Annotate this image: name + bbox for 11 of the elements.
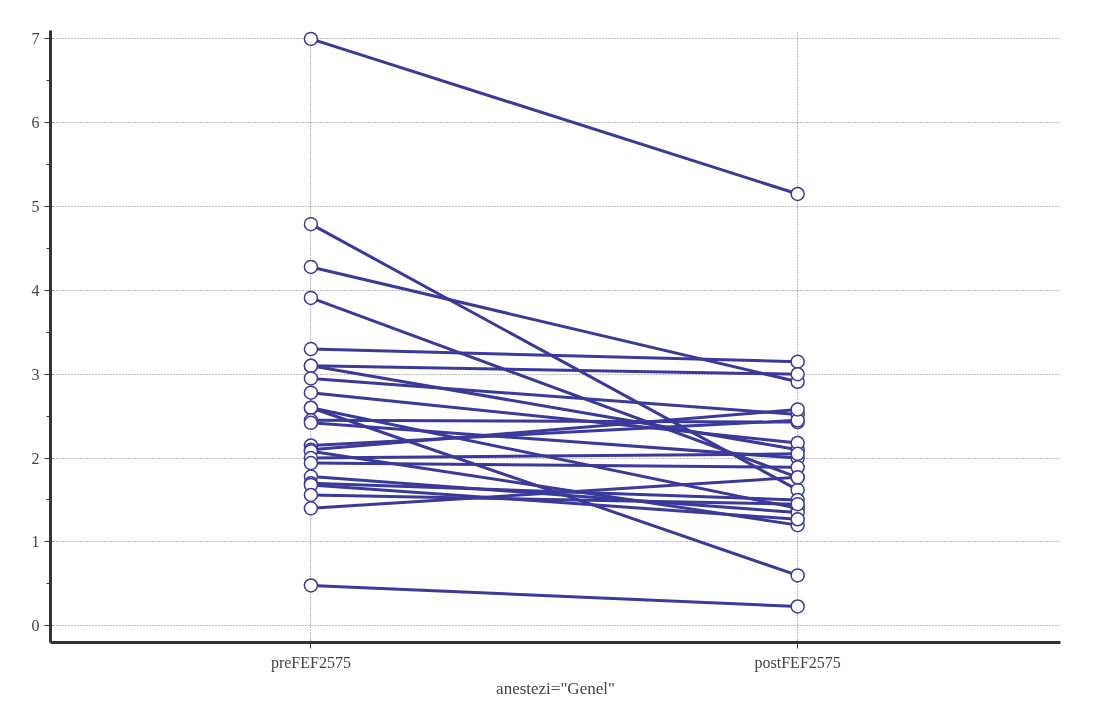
x-tick-label: preFEF2575 <box>270 653 351 672</box>
x-axis-title: anestezi="Genel" <box>496 678 615 698</box>
y-tick-label: 2 <box>31 449 40 467</box>
y-tick-label: 6 <box>31 114 40 132</box>
y-tick-label: 3 <box>31 365 40 383</box>
y-tick-label: 7 <box>31 30 40 48</box>
y-tick-label: 4 <box>31 281 40 299</box>
x-tick-label: postFEF2575 <box>754 653 841 672</box>
y-tick-label: 1 <box>31 533 40 551</box>
y-tick-label: 5 <box>31 198 40 216</box>
y-tick-label: 0 <box>31 617 40 635</box>
